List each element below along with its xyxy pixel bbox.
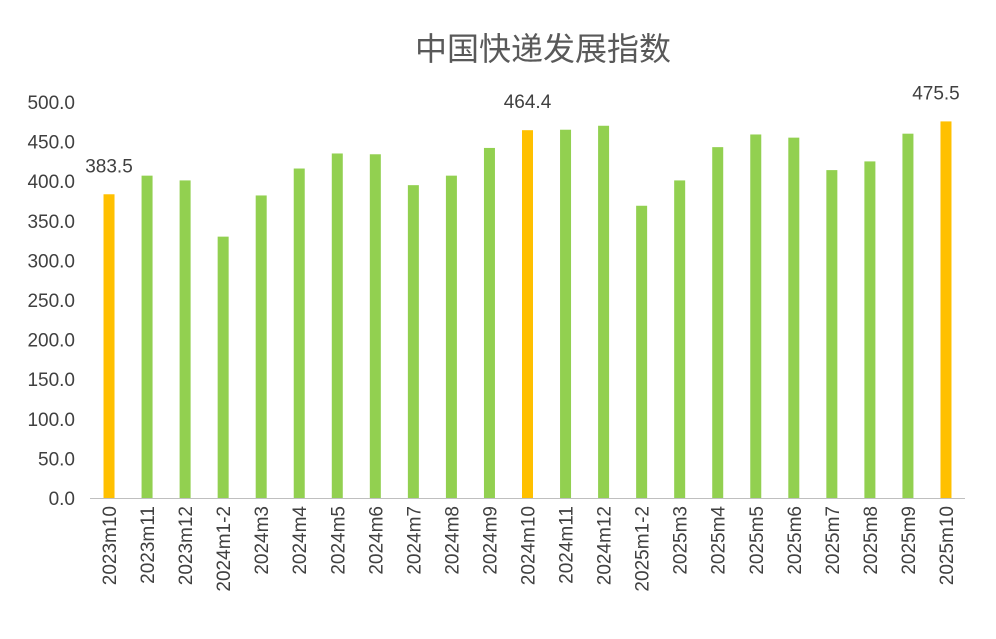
y-tick-label: 450.0: [27, 133, 75, 154]
bar-2024m4: [293, 168, 305, 498]
x-tick-label: 2023m11: [138, 506, 159, 584]
y-tick-label: 300.0: [27, 251, 75, 272]
bar-2025m9: [902, 133, 914, 498]
y-tick-label: 350.0: [27, 212, 75, 233]
x-tick-label: 2024m8: [442, 506, 463, 575]
bar-2024m1-2: [217, 236, 229, 498]
bar-2024m6: [369, 154, 381, 498]
bar-2025m10: [940, 121, 952, 499]
y-tick-label: 100.0: [27, 410, 75, 431]
bar-2023m12: [179, 180, 191, 498]
x-tick-label: 2024m6: [366, 506, 387, 575]
bar-2025m6: [788, 137, 800, 498]
x-tick-label: 2024m4: [290, 506, 311, 575]
x-tick-label: 2025m10: [937, 506, 958, 585]
chart-title: 中国快递发展指数: [415, 30, 671, 68]
x-tick-label: 2025m6: [785, 506, 806, 575]
x-tick-label: 2025m8: [861, 506, 882, 575]
bar-2025m4: [712, 147, 724, 499]
y-tick-label: 500.0: [27, 93, 75, 114]
x-tick-label: 2023m12: [176, 506, 197, 585]
bar-2024m8: [445, 175, 457, 498]
x-tick-label: 2024m5: [328, 506, 349, 575]
bar-2024m11: [560, 129, 572, 498]
bar-2024m10: [522, 130, 533, 499]
y-tick-label: 0.0: [49, 489, 75, 510]
bar-2024m7: [407, 185, 419, 498]
data-label: 475.5: [912, 83, 960, 104]
data-labels: 383.5 464.4 475.5: [85, 83, 960, 177]
x-tick-label: 2024m3: [252, 506, 273, 575]
x-tick-label: 2025m4: [709, 506, 730, 575]
x-tick-label: 2023m10: [100, 506, 121, 585]
bar-2023m10: [103, 194, 115, 498]
data-label: 464.4: [504, 92, 552, 113]
bar-2025m3: [674, 180, 686, 498]
x-tick-label: 2025m1-2: [633, 506, 654, 592]
x-tick-label: 2025m7: [823, 506, 844, 575]
bar-2024m5: [331, 153, 343, 499]
x-tick-label: 2024m10: [519, 506, 540, 585]
x-tick-label: 2025m9: [899, 506, 920, 575]
bar-2024m12: [598, 125, 610, 498]
x-tick-label: 2024m11: [557, 506, 578, 584]
y-axis: 0.0 50.0 100.0 150.0 200.0 250.0 300.0 350.0 400…: [27, 93, 75, 510]
x-tick-label: 2024m12: [595, 506, 616, 585]
x-tick-label: 2025m5: [747, 506, 768, 575]
data-label: 383.5: [85, 156, 133, 177]
y-tick-label: 200.0: [27, 331, 75, 352]
x-tick-label: 2024m7: [404, 506, 425, 575]
y-tick-label: 400.0: [27, 172, 75, 193]
bars: [103, 121, 952, 499]
bar-2025m7: [826, 170, 838, 498]
bar-2025m5: [750, 134, 762, 499]
x-tick-label: 2025m3: [671, 506, 692, 575]
bar-2025m1-2: [636, 205, 648, 498]
y-tick-label: 150.0: [27, 370, 75, 391]
y-tick-label: 250.0: [27, 291, 75, 312]
x-tick-label: 2024m9: [480, 506, 501, 575]
bar-2024m3: [255, 195, 267, 498]
bar-2023m11: [141, 175, 153, 498]
x-tick-label: 2024m1-2: [214, 506, 235, 592]
bar-2024m9: [483, 147, 495, 498]
bar-2025m8: [864, 161, 876, 498]
x-axis: 2023m10 2023m11 2023m12 2024m1-2 2024m3 2024m…: [100, 506, 958, 592]
y-tick-label: 50.0: [38, 449, 75, 470]
